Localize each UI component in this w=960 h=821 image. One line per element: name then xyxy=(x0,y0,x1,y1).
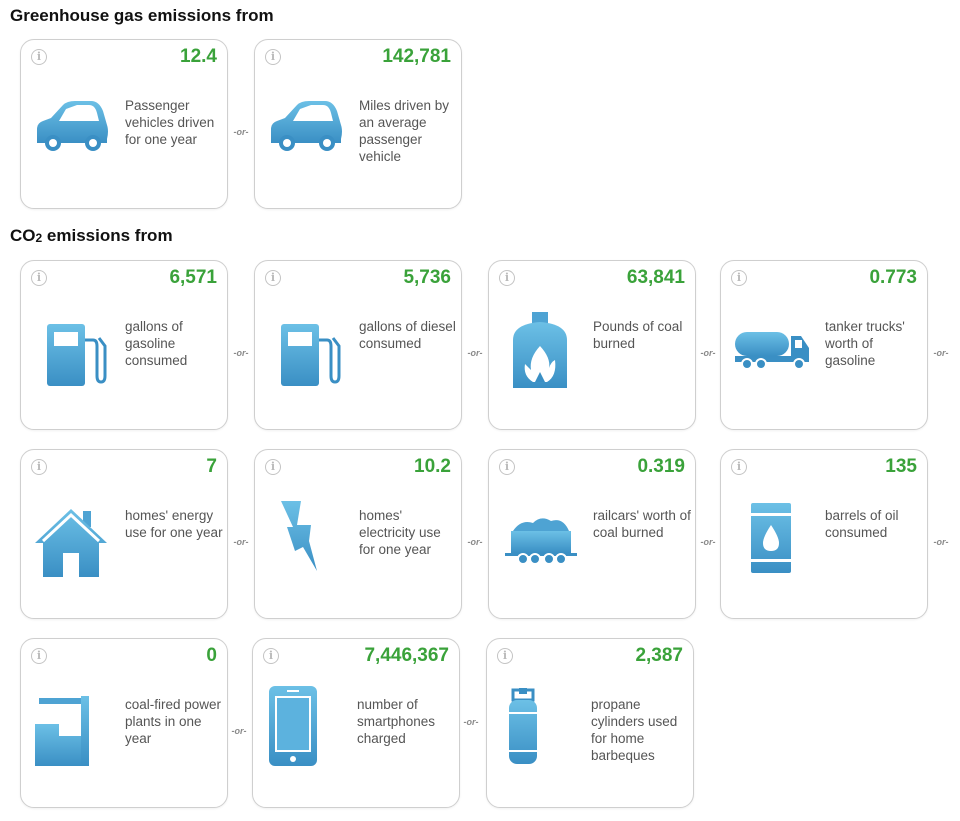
info-icon[interactable]: i xyxy=(265,270,281,286)
or-separator: -or- xyxy=(231,726,247,736)
section-title-greenhouse: Greenhouse gas emissions from xyxy=(10,6,274,25)
info-icon[interactable]: i xyxy=(265,459,281,475)
card-value: 7 xyxy=(206,456,217,477)
card-description: Pounds of coal burned xyxy=(593,319,683,351)
house-icon xyxy=(33,495,111,579)
card-power-plants: i 0 coal-fired power plants in one year xyxy=(20,638,228,808)
lightning-bolt-icon xyxy=(267,495,345,579)
card-description: Passenger vehicles driven for one year xyxy=(125,98,215,147)
or-separator: -or- xyxy=(233,127,249,137)
card-description: Miles driven by an average passenger veh… xyxy=(359,98,450,164)
card-homes-electricity: i 10.2 homes' electricity use for one ye… xyxy=(254,449,462,619)
card-value: 63,841 xyxy=(626,267,685,288)
card-miles-driven: i 142,781 Miles driven by an average pas… xyxy=(254,39,462,209)
or-separator: -or- xyxy=(233,537,249,547)
tanker-truck-icon xyxy=(733,306,811,390)
fuel-pump-icon xyxy=(33,306,111,390)
fuel-pump-icon xyxy=(267,306,345,390)
card-value: 142,781 xyxy=(382,46,451,67)
or-separator: -or- xyxy=(700,348,716,358)
card-value: 0 xyxy=(206,645,217,666)
card-railcars: i 0.319 railcars' worth of coal burned xyxy=(488,449,696,619)
power-plant-icon xyxy=(33,684,111,768)
section-title-co2: CO2 emissions from xyxy=(10,226,173,246)
card-description: gallons of diesel consumed xyxy=(359,319,456,351)
card-value: 7,446,367 xyxy=(364,645,449,666)
card-oil-barrels: i 135 barrels of oil consumed xyxy=(720,449,928,619)
propane-cylinder-icon xyxy=(499,684,577,768)
card-homes-energy: i 7 homes' energy use for one year xyxy=(20,449,228,619)
coal-railcar-icon xyxy=(501,495,579,579)
info-icon[interactable]: i xyxy=(497,648,513,664)
or-separator: -or- xyxy=(700,537,716,547)
card-description: number of smartphones charged xyxy=(357,697,436,746)
card-value: 10.2 xyxy=(414,456,451,477)
car-icon xyxy=(33,85,111,169)
section-title-co2-suffix: emissions from xyxy=(42,226,173,245)
info-icon[interactable]: i xyxy=(31,270,47,286)
info-icon[interactable]: i xyxy=(265,49,281,65)
info-icon[interactable]: i xyxy=(31,459,47,475)
card-value: 2,387 xyxy=(635,645,683,666)
smartphone-icon xyxy=(265,684,343,768)
info-icon[interactable]: i xyxy=(499,459,515,475)
card-description: homes' electricity use for one year xyxy=(359,508,441,557)
card-smartphones: i 7,446,367 number of smartphones charge… xyxy=(252,638,460,808)
card-description: homes' energy use for one year xyxy=(125,508,223,540)
card-value: 5,736 xyxy=(403,267,451,288)
section-title-co2-subscript: 2 xyxy=(35,231,43,245)
or-separator: -or- xyxy=(933,348,949,358)
card-propane: i 2,387 propane cylinders used for home … xyxy=(486,638,694,808)
section-title-co2-prefix: CO xyxy=(10,226,36,245)
card-diesel: i 5,736 gallons of diesel consumed xyxy=(254,260,462,430)
coal-furnace-icon xyxy=(501,306,579,390)
oil-barrel-icon xyxy=(733,495,811,579)
card-tanker-trucks: i 0.773 tanker trucks' worth of gasoline xyxy=(720,260,928,430)
card-description: propane cylinders used for home barbeque… xyxy=(591,697,678,763)
card-value: 135 xyxy=(885,456,917,477)
info-icon[interactable]: i xyxy=(499,270,515,286)
card-value: 0.773 xyxy=(869,267,917,288)
card-value: 12.4 xyxy=(180,46,217,67)
or-separator: -or- xyxy=(467,348,483,358)
info-icon[interactable]: i xyxy=(263,648,279,664)
car-icon xyxy=(267,85,345,169)
card-description: railcars' worth of coal burned xyxy=(593,508,691,540)
card-passenger-vehicles: i 12.4 Passenger vehicles driven for one… xyxy=(20,39,228,209)
card-coal-pounds: i 63,841 Pounds of coal burned xyxy=(488,260,696,430)
card-value: 6,571 xyxy=(169,267,217,288)
card-value: 0.319 xyxy=(637,456,685,477)
info-icon[interactable]: i xyxy=(731,459,747,475)
card-gasoline: i 6,571 gallons of gasoline consumed xyxy=(20,260,228,430)
card-description: barrels of oil consumed xyxy=(825,508,899,540)
or-separator: -or- xyxy=(233,348,249,358)
or-separator: -or- xyxy=(467,537,483,547)
or-separator: -or- xyxy=(463,717,479,727)
info-icon[interactable]: i xyxy=(31,648,47,664)
info-icon[interactable]: i xyxy=(731,270,747,286)
or-separator: -or- xyxy=(933,537,949,547)
card-description: coal-fired power plants in one year xyxy=(125,697,222,746)
card-description: gallons of gasoline consumed xyxy=(125,319,188,368)
card-description: tanker trucks' worth of gasoline xyxy=(825,319,905,368)
info-icon[interactable]: i xyxy=(31,49,47,65)
